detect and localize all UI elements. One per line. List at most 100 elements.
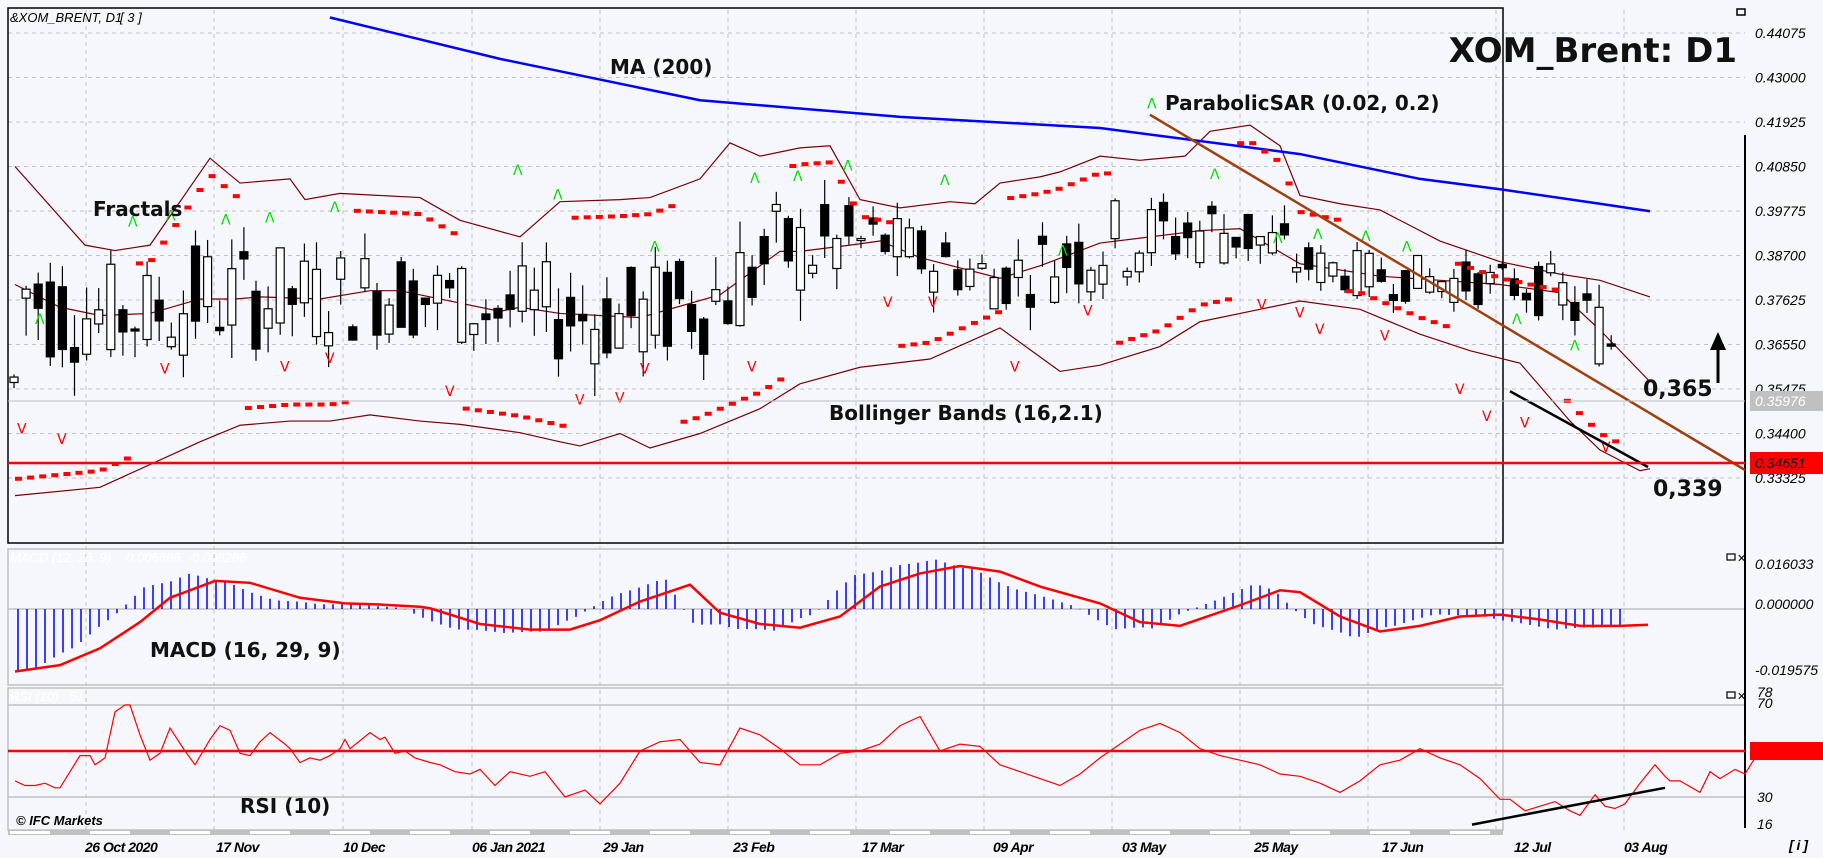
svg-text:V: V: [640, 361, 650, 377]
svg-text:V: V: [280, 359, 290, 375]
svg-text:0.37625: 0.37625: [1755, 292, 1806, 308]
current-price-badge: [1750, 391, 1823, 411]
svg-text:V: V: [57, 432, 67, 448]
svg-text:29 Jan: 29 Jan: [602, 839, 644, 855]
rsi-50-badge: [1750, 742, 1823, 760]
svg-text:25 May: 25 May: [1253, 839, 1299, 855]
svg-text:V: V: [1257, 297, 1267, 313]
svg-text:Λ: Λ: [750, 171, 760, 187]
trend-lines: [1149, 113, 1746, 472]
svg-text:06 Jan 2021: 06 Jan 2021: [472, 839, 546, 855]
info-button[interactable]: [ i ]: [1788, 837, 1810, 853]
svg-text:Λ: Λ: [166, 208, 176, 224]
svg-text:V: V: [615, 390, 625, 406]
ma200-line: [329, 16, 1651, 213]
ma-annotation: MA (200): [610, 55, 712, 79]
time-scrollbar[interactable]: [8, 830, 1503, 835]
date-axis: 26 Oct 2020 17 Nov 10 Dec 06 Jan 2021 29 Jan…: [84, 839, 1669, 855]
svg-text:Λ: Λ: [330, 200, 340, 216]
svg-text:V: V: [1380, 328, 1390, 344]
svg-text:Λ: Λ: [1210, 167, 1220, 183]
svg-text:Λ: Λ: [35, 312, 45, 328]
macd-panel-controls[interactable]: ✕: [1726, 552, 1746, 565]
grid-lines: [8, 10, 1745, 830]
svg-text:Λ: Λ: [940, 173, 950, 189]
svg-text:23 Feb: 23 Feb: [732, 839, 775, 855]
svg-text:0.40850: 0.40850: [1755, 159, 1806, 175]
close-icon[interactable]: ✕: [1737, 552, 1746, 565]
svg-text:V: V: [747, 359, 757, 375]
svg-text:V: V: [325, 351, 335, 367]
svg-text:V: V: [17, 422, 27, 438]
svg-text:V: V: [1315, 322, 1325, 338]
svg-text:Λ: Λ: [1361, 229, 1371, 245]
svg-text:Λ: Λ: [128, 215, 138, 231]
svg-text:-0.019575: -0.019575: [1755, 662, 1818, 678]
svg-text:V: V: [928, 295, 938, 311]
svg-text:0.34400: 0.34400: [1755, 426, 1806, 442]
macd-indicator: [14, 559, 1649, 673]
macd-header: MACD (12, 26, 9) : -0.006666, -0.008286: [10, 550, 247, 565]
svg-text:Λ: Λ: [513, 163, 523, 179]
svg-text:0.39775: 0.39775: [1755, 203, 1806, 219]
maximize-icon[interactable]: [1726, 553, 1736, 561]
rsi-header: RSI (10) : 51: [10, 689, 84, 704]
close-icon[interactable]: ✕: [1737, 690, 1746, 703]
svg-text:V: V: [1455, 382, 1465, 398]
svg-text:16: 16: [1757, 816, 1773, 832]
svg-text:V: V: [1520, 415, 1530, 431]
svg-text:17 Nov: 17 Nov: [216, 839, 261, 855]
symbol-label: &XOM_BRENT, D1: [10, 10, 122, 25]
maximize-icon[interactable]: [1736, 8, 1746, 16]
symbol-suffix[interactable]: [ 3 ]: [119, 10, 142, 25]
svg-text:0.38700: 0.38700: [1755, 248, 1806, 264]
svg-text:Λ: Λ: [265, 210, 275, 226]
svg-text:V: V: [1482, 409, 1492, 425]
svg-text:V: V: [445, 384, 455, 400]
svg-text:30: 30: [1757, 789, 1773, 805]
candlesticks: [9, 180, 1616, 397]
svg-text:17 Mar: 17 Mar: [862, 839, 905, 855]
svg-text:Λ: Λ: [1313, 227, 1323, 243]
parabolic-sar-annotation: ParabolicSAR (0.02, 0.2): [1165, 91, 1439, 115]
fractals-annotation: Fractals: [93, 197, 182, 221]
svg-text:V: V: [883, 295, 893, 311]
svg-text:0.016033: 0.016033: [1755, 556, 1814, 572]
svg-text:Λ: Λ: [1147, 97, 1157, 113]
svg-text:V: V: [160, 361, 170, 377]
svg-text:Λ: Λ: [221, 212, 231, 228]
svg-text:Λ: Λ: [1273, 231, 1283, 247]
svg-text:26 Oct 2020: 26 Oct 2020: [84, 839, 158, 855]
svg-text:V: V: [1601, 440, 1611, 456]
rsi-annotation: RSI (10): [240, 794, 330, 818]
svg-text:Λ: Λ: [1402, 239, 1412, 255]
svg-text:0.41925: 0.41925: [1755, 114, 1806, 130]
svg-text:09 Apr: 09 Apr: [993, 839, 1035, 855]
macd-annotation: MACD (16, 29, 9): [150, 638, 341, 662]
arrow-up-icon: [1710, 332, 1726, 383]
support-price-value: 0.34651: [1755, 455, 1806, 471]
copyright-label: © IFC Markets: [16, 813, 103, 828]
svg-text:70: 70: [1757, 695, 1773, 711]
main-panel-frame: [7, 7, 1504, 544]
svg-text:Λ: Λ: [843, 159, 853, 175]
svg-text:10 Dec: 10 Dec: [343, 839, 386, 855]
maximize-icon[interactable]: [1726, 691, 1736, 699]
svg-text:Λ: Λ: [650, 239, 660, 255]
svg-text:V: V: [1295, 306, 1305, 322]
svg-text:17 Jun: 17 Jun: [1382, 839, 1423, 855]
svg-text:0.36550: 0.36550: [1755, 337, 1806, 353]
svg-text:12 Jul: 12 Jul: [1514, 839, 1552, 855]
svg-text:Λ: Λ: [1570, 339, 1580, 355]
svg-text:03 May: 03 May: [1122, 839, 1167, 855]
svg-text:0.43000: 0.43000: [1755, 70, 1806, 86]
bollinger-annotation: Bollinger Bands (16,2.1): [829, 401, 1103, 425]
current-price-value: 0.35976: [1755, 393, 1806, 409]
rsi-panel-controls[interactable]: ✕: [1726, 690, 1746, 703]
svg-text:Λ: Λ: [553, 188, 563, 204]
svg-text:03 Aug: 03 Aug: [1624, 839, 1668, 855]
svg-text:Λ: Λ: [1058, 244, 1068, 260]
